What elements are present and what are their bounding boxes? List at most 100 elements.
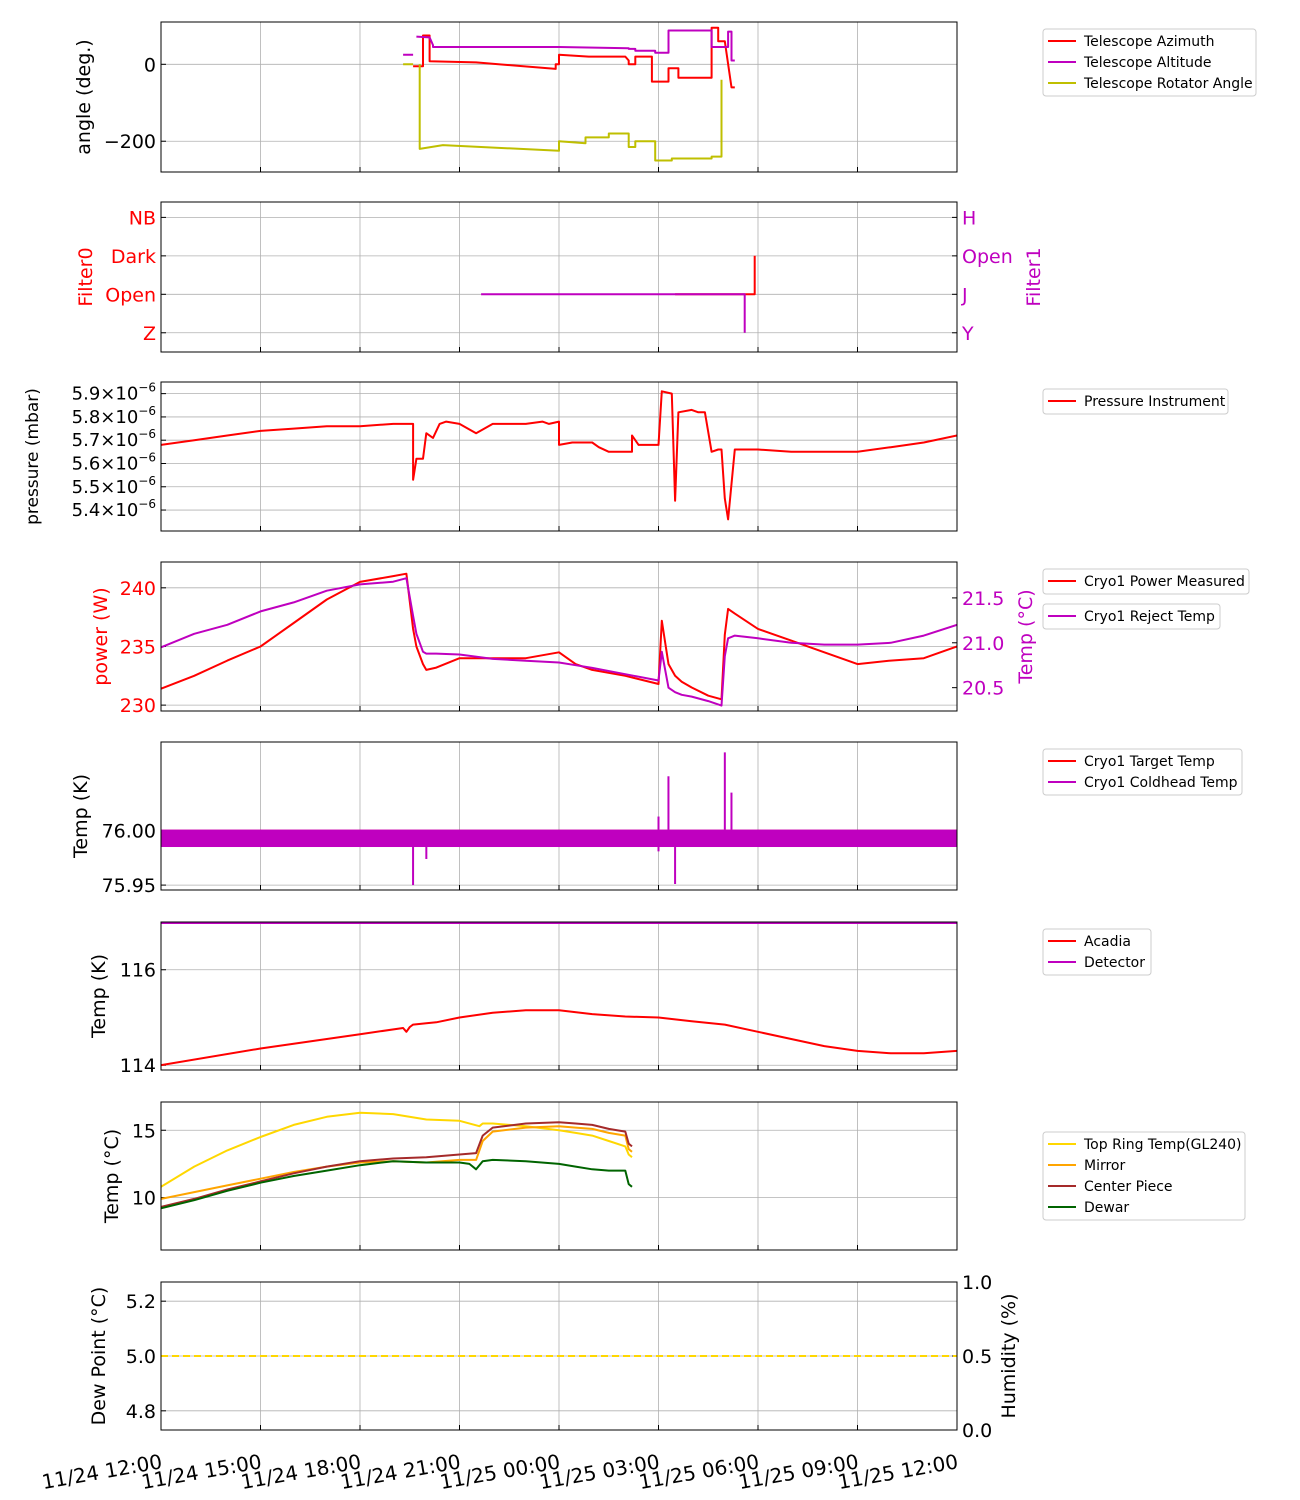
legend: Acadia Detector: [1042, 928, 1152, 976]
panel-pressure: 5.9×10−65.8×10−65.7×10−65.6×10−65.5×10−6…: [23, 381, 1229, 532]
y-right-tick-label: 20.5: [962, 678, 1004, 700]
series-line: [161, 1158, 633, 1210]
y-right-tick-label: 0.0: [962, 1420, 992, 1442]
y-tick-label: Open: [105, 284, 156, 306]
legend-label: Dewar: [1084, 1200, 1129, 1216]
series-line: [161, 390, 957, 521]
y-tick-label: 75.95: [102, 875, 156, 897]
y-tick-label: 5.7×10−6: [72, 427, 156, 451]
legend: Cryo1 Power Measured: [1042, 568, 1250, 595]
series-line: [675, 255, 756, 296]
y-right-tick-label: Y: [961, 323, 974, 345]
panel-cryo_temp: 75.95 76.00 Temp (K) Cryo1 Target TempCryo1…: [70, 741, 1243, 897]
series-line: [161, 577, 957, 707]
series-line: [403, 29, 735, 62]
legend-label: Top Ring Temp(GL240): [1083, 1137, 1242, 1153]
y-tick-label: 235: [120, 636, 156, 658]
axes-frame: [160, 1101, 958, 1251]
panel-acadia: 114 116 Temp (K) Acadia Detector: [88, 921, 1152, 1077]
y-tick-label: 0: [144, 54, 156, 76]
axes-frame: [160, 21, 958, 173]
y-right-tick-label: Open: [962, 246, 1013, 268]
plot-area: [161, 1111, 633, 1210]
axes-frame: [160, 201, 958, 353]
plot-area: [403, 26, 735, 162]
axes-frame: [160, 561, 958, 712]
y-axis-label-right: Filter1: [1023, 247, 1045, 306]
axes-frame: [160, 741, 958, 891]
y-tick-label: 5.5×10−6: [72, 474, 156, 498]
y-axis-label-right: Temp (°C): [1015, 589, 1037, 684]
y-tick-label: NB: [129, 207, 156, 229]
legend-frame: [1042, 1131, 1246, 1221]
y-tick-label: 76.00: [102, 821, 156, 843]
panel-telescope: 0 −200 angle (deg.) Telescope Azimuth Telesc…: [73, 21, 1257, 173]
axes-frame: [160, 1281, 958, 1431]
y-right-tick-label: J: [961, 284, 968, 306]
y-right-tick-label: 21.0: [962, 633, 1004, 655]
legend-label: Telescope Altitude: [1083, 55, 1212, 71]
legend-label: Detector: [1084, 955, 1145, 971]
series-line: [161, 1009, 957, 1067]
y-tick-label: 5.2: [126, 1291, 156, 1313]
legend-frame: [1042, 388, 1229, 415]
legend-label: Cryo1 Coldhead Temp: [1084, 775, 1238, 791]
y-right-tick-label: 0.5: [962, 1346, 992, 1368]
y-axis-label: angle (deg.): [73, 39, 95, 154]
legend: Telescope Azimuth Telescope Altitude Teles…: [1042, 28, 1257, 97]
series-line: [161, 1111, 633, 1188]
y-axis-label: Dew Point (°C): [88, 1287, 110, 1426]
y-axis-label: Temp (°C): [101, 1129, 123, 1224]
y-tick-label: −200: [104, 131, 156, 153]
legend-frame: [1042, 748, 1243, 796]
y-axis-label-right: Humidity (%): [998, 1293, 1020, 1418]
y-tick-label: 4.8: [126, 1401, 156, 1423]
y-right-tick-label: 1.0: [962, 1272, 992, 1294]
legend-frame: [1042, 568, 1250, 595]
legend-label: Acadia: [1084, 934, 1131, 950]
y-tick-label: 230: [120, 695, 156, 717]
y-tick-label: 116: [120, 960, 156, 982]
legend: Top Ring Temp(GL240) Mirror Center Piece De…: [1042, 1131, 1246, 1221]
plot-area: [161, 922, 957, 1067]
panel-filters: Z Open Dark NB YJ Open H Filter1 Filter0: [75, 201, 1045, 353]
y-tick-label: Z: [143, 323, 156, 345]
panel-cryo_power: 230 235 240 20.5 21.0 21.5 Temp (°C) power (W) C…: [90, 561, 1250, 717]
y-tick-label: 5.9×10−6: [72, 381, 156, 405]
legend-label: Pressure Instrument: [1084, 394, 1226, 410]
y-tick-label: 5.4×10−6: [72, 497, 156, 521]
series-line: [161, 1121, 633, 1208]
legend-label: Center Piece: [1084, 1179, 1173, 1195]
y-tick-label: 5.0: [126, 1346, 156, 1368]
y-tick-label: 5.8×10−6: [72, 404, 156, 428]
y-tick-label: 240: [120, 578, 156, 600]
y-axis-label: power (W): [90, 587, 112, 685]
plot-area: [481, 255, 756, 333]
y-tick-label: 114: [120, 1055, 156, 1077]
panel-telescope_temps: 10 15 Temp (°C) Top Ring Temp(GL240) Mirror C…: [101, 1101, 1246, 1251]
legend-label: Cryo1 Power Measured: [1084, 574, 1245, 590]
panel-dewpoint: 4.8 5.0 5.2 0.0 0.5 1.0 Humidity (%) Dew Point …: [88, 1272, 1020, 1442]
series-line: [161, 572, 957, 701]
series-line: [481, 293, 746, 333]
legend-label: Telescope Azimuth: [1083, 34, 1214, 50]
series-line: [161, 1125, 633, 1200]
legend-frame: [1042, 28, 1257, 97]
series-line: [413, 26, 735, 89]
y-right-tick-label: 21.5: [962, 588, 1004, 610]
y-axis-label: Filter0: [75, 247, 97, 306]
legend-label: Cryo1 Reject Temp: [1084, 609, 1215, 625]
legend-label: Mirror: [1084, 1158, 1125, 1174]
plot-area: [161, 572, 957, 707]
plot-area: [161, 390, 957, 521]
legend: Pressure Instrument: [1042, 388, 1229, 415]
y-axis-label: Temp (K): [70, 774, 92, 859]
y-axis-label: pressure (mbar): [23, 388, 43, 525]
y-right-tick-label: H: [962, 207, 976, 229]
legend: Cryo1 Target Temp Cryo1 Coldhead Temp: [1042, 748, 1243, 796]
series-line: [403, 63, 723, 162]
y-tick-label: 5.6×10−6: [72, 450, 156, 474]
axes-frame: [160, 381, 958, 532]
y-axis-label: Temp (K): [88, 954, 110, 1039]
